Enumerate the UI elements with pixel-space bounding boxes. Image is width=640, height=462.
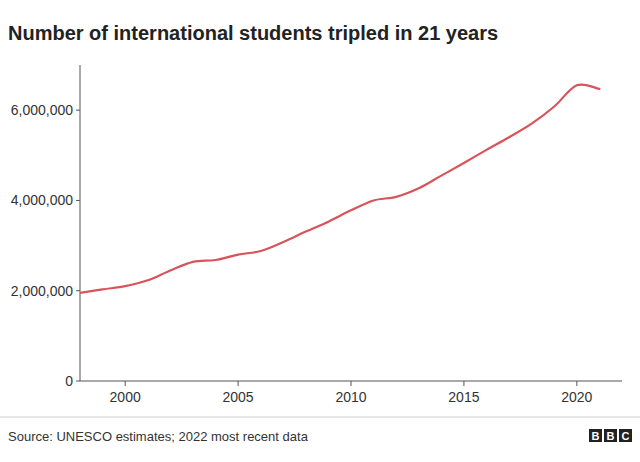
y-tick bbox=[76, 110, 80, 111]
chart: Number of international students tripled… bbox=[0, 0, 640, 462]
logo-letter: B bbox=[607, 430, 615, 442]
y-axis bbox=[80, 65, 81, 381]
y-tick bbox=[76, 290, 80, 291]
logo-box bbox=[589, 429, 602, 442]
x-tick bbox=[576, 381, 577, 386]
x-tick-label: 2005 bbox=[223, 389, 254, 405]
logo-letter: B bbox=[592, 430, 600, 442]
y-tick-label: 0 bbox=[65, 373, 73, 389]
y-tick bbox=[76, 381, 80, 382]
x-tick-label: 2010 bbox=[335, 389, 366, 405]
x-tick bbox=[463, 381, 464, 386]
logo-letter: C bbox=[622, 430, 630, 442]
separator bbox=[0, 417, 640, 418]
x-tick bbox=[351, 381, 352, 386]
x-tick bbox=[125, 381, 126, 386]
title: Number of international students tripled… bbox=[8, 22, 498, 44]
x-tick-label: 2015 bbox=[448, 389, 479, 405]
x-axis bbox=[80, 381, 622, 382]
x-tick bbox=[238, 381, 239, 386]
x-tick-label: 2020 bbox=[561, 389, 592, 405]
line bbox=[80, 85, 599, 293]
logo-box bbox=[619, 429, 632, 442]
logo-box bbox=[604, 429, 617, 442]
x-tick-label: 2000 bbox=[110, 389, 141, 405]
plot-area bbox=[80, 85, 599, 293]
source: Source: UNESCO estimates; 2022 most rece… bbox=[8, 429, 309, 444]
y-tick-label: 2,000,000 bbox=[11, 283, 73, 299]
y-tick-label: 4,000,000 bbox=[11, 192, 73, 208]
y-tick bbox=[76, 200, 80, 201]
y-tick-label: 6,000,000 bbox=[11, 102, 73, 118]
